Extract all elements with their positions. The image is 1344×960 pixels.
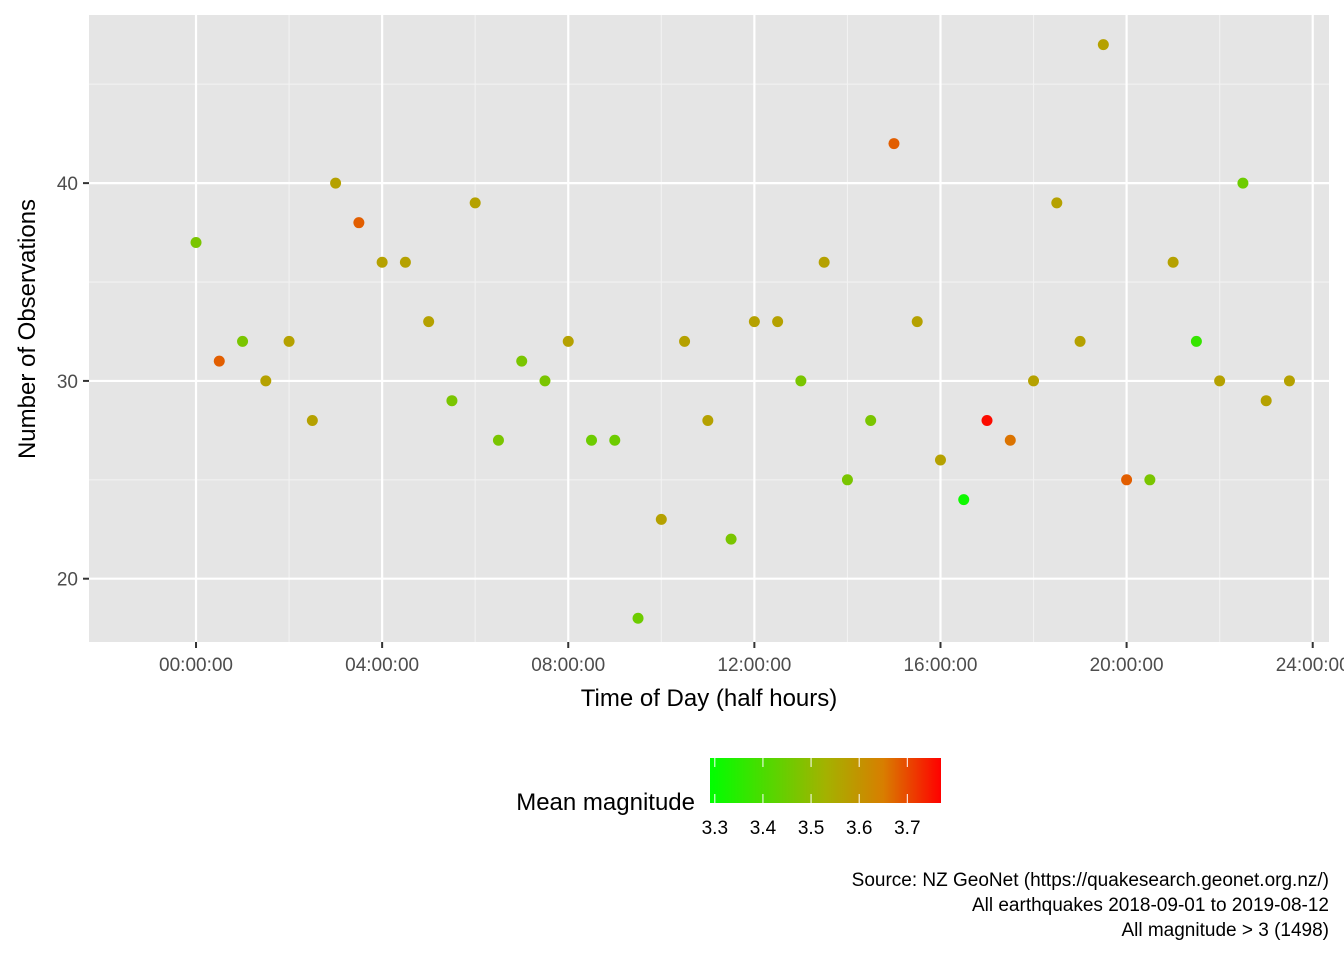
data-point [958,494,970,506]
data-point [1190,335,1202,347]
y-tick-label: 30 [57,372,78,393]
data-point [818,256,830,268]
data-point [446,395,458,407]
legend-colorbar [710,758,941,803]
legend-title: Mean magnitude [516,789,695,816]
data-point [423,316,435,328]
y-tick-label: 40 [57,174,78,195]
legend-tick-label: 3.5 [798,818,824,839]
data-point [632,612,644,624]
data-point [1283,375,1295,387]
data-point [1260,395,1272,407]
data-point [981,414,993,426]
x-tick-label: 00:00:00 [159,655,233,676]
data-point [376,256,388,268]
data-point [190,236,202,248]
data-point [911,316,923,328]
color-legend: Mean magnitude 3.3 3.4 3.5 3.6 3.7 [516,758,941,839]
x-tick-label: 16:00:00 [903,655,977,676]
data-point [1004,434,1016,446]
data-point [469,197,481,209]
data-point [748,316,760,328]
x-tick-label: 24:00:00 [1276,655,1344,676]
grid-minor [89,15,1329,642]
data-point [725,533,737,545]
caption-magnitude-filter: All magnitude > 3 (1498) [1121,920,1329,941]
caption-source: Source: NZ GeoNet (https://quakesearch.g… [851,870,1329,891]
data-point [237,335,249,347]
data-point [795,375,807,387]
data-point [841,474,853,486]
data-point [888,138,900,150]
data-point [539,375,551,387]
x-tick-label: 04:00:00 [345,655,419,676]
data-point [1144,474,1156,486]
x-axis-title: Time of Day (half hours) [581,685,838,712]
data-point [1028,375,1040,387]
y-axis-title: Number of Observations [14,199,41,459]
caption: Source: NZ GeoNet (https://quakesearch.g… [852,868,1329,943]
data-point [330,177,342,189]
data-point [679,335,691,347]
data-point [260,375,272,387]
data-point [399,256,411,268]
y-tick-label: 20 [57,570,78,591]
data-point [1051,197,1063,209]
legend-tick-label: 3.4 [750,818,777,839]
y-axis: 20 30 40 [57,174,89,591]
data-point [1167,256,1179,268]
data-point [934,454,946,466]
data-point [655,513,667,525]
data-point [353,217,365,229]
plot-panel [89,15,1329,642]
legend-ticks: 3.3 3.4 3.5 3.6 3.7 [702,758,921,839]
x-tick-label: 20:00:00 [1090,655,1164,676]
x-tick-label: 08:00:00 [531,655,605,676]
legend-tick-label: 3.3 [702,818,728,839]
data-point [492,434,504,446]
data-point [516,355,528,367]
data-point [609,434,621,446]
data-point [586,434,598,446]
data-point [283,335,295,347]
data-point [213,355,225,367]
data-point [562,335,574,347]
legend-tick-label: 3.7 [894,818,920,839]
data-point [1097,39,1109,51]
data-point [1214,375,1226,387]
caption-date-range: All earthquakes 2018-09-01 to 2019-08-12 [971,895,1329,916]
data-point [772,316,784,328]
x-axis: 00:00:00 04:00:00 08:00:00 12:00:00 16:00:00… [159,642,1344,676]
grid-major [89,15,1329,642]
data-point [1121,474,1133,486]
data-points [190,39,1295,624]
data-point [1074,335,1086,347]
data-point [306,414,318,426]
x-tick-label: 12:00:00 [717,655,791,676]
data-point [702,414,714,426]
data-point [865,414,877,426]
legend-tick-label: 3.6 [846,818,872,839]
data-point [1237,177,1249,189]
